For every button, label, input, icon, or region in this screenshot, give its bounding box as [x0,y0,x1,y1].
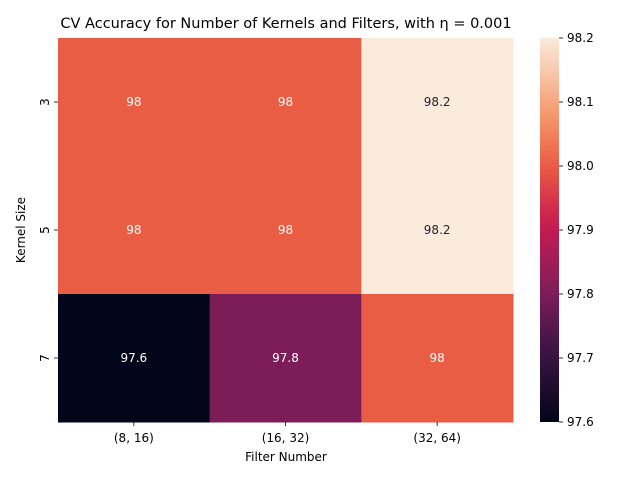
cell-value-label-r1-c0: 98 [126,223,141,237]
heatmap-cell-r0-c2 [361,38,514,167]
cell-value-label-r2-c2: 98 [430,351,445,365]
colorbar-tick-label: 98.0 [567,159,594,173]
heatmap-cell-r1-c1 [209,166,362,295]
colorbar-tick-label: 97.7 [567,351,594,365]
y-tick-label: 3 [38,98,52,106]
chart-title: CV Accuracy for Number of Kernels and Fi… [60,16,511,32]
y-axis-label: Kernel Size [14,197,28,263]
x-tick-label: (16, 32) [262,431,310,445]
cell-value-label-r0-c0: 98 [126,95,141,109]
heatmap-cell-r2-c2 [361,294,514,423]
x-tick-label: (32, 64) [413,431,461,445]
heatmap-cell-r2-c0 [58,294,211,423]
x-tick-label: (8, 16) [114,431,154,445]
colorbar-tick-label: 98.2 [567,31,594,45]
colorbar-tick-label: 98.1 [567,95,594,109]
heatmap-cell-r1-c0 [58,166,211,295]
y-tick-label: 7 [38,354,52,362]
colorbar-tick-label: 97.6 [567,415,594,429]
heatmap-cell-r1-c2 [361,166,514,295]
heatmap-cell-r0-c0 [58,38,211,167]
colorbar [540,38,559,422]
x-axis-label: Filter Number [245,450,327,464]
colorbar-tick-label: 97.9 [567,223,594,237]
heatmap-cells: 98 98 98.2 98 98 98.2 97.6 97.8 98 [58,38,514,423]
colorbar-axis: 97.6 97.7 97.8 97.9 98.0 98.1 98.2 [559,31,594,429]
y-tick-label: 5 [38,226,52,234]
colorbar-tick-label: 97.8 [567,287,594,301]
cell-value-label-r1-c1: 98 [278,223,293,237]
y-axis: 3 5 7 [38,98,58,362]
heatmap-cell-r2-c1 [209,294,362,423]
cell-value-label-r0-c2: 98.2 [424,95,451,109]
cell-value-label-r2-c1: 97.8 [272,351,299,365]
x-axis: (8, 16) (16, 32) (32, 64) [114,422,461,445]
cell-value-label-r2-c0: 97.6 [120,351,147,365]
cell-value-label-r1-c2: 98.2 [424,223,451,237]
heatmap-cell-r0-c1 [209,38,362,167]
cell-value-label-r0-c1: 98 [278,95,293,109]
